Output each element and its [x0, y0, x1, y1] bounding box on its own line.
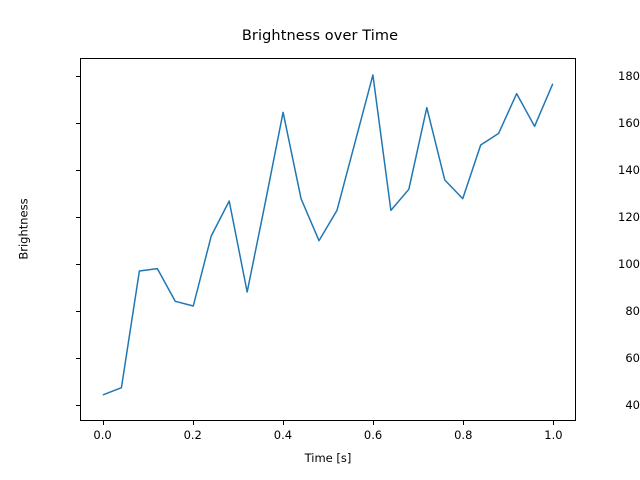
x-tick-label: 0.6: [363, 428, 383, 442]
y-tick-label: 160: [618, 116, 640, 131]
x-tick-mark: [102, 421, 104, 425]
x-tick-mark: [553, 421, 555, 425]
y-tick-mark: [76, 76, 80, 78]
x-tick-label: 0.8: [454, 428, 473, 442]
y-tick-mark: [76, 170, 80, 172]
chart-title: Brightness over Time: [241, 28, 399, 44]
y-tick-label: 180: [618, 69, 640, 84]
y-tick-label: 60: [625, 351, 640, 365]
x-tick-label: 0.2: [183, 428, 202, 442]
y-tick-mark: [76, 123, 80, 125]
x-tick-mark: [192, 421, 194, 425]
x-tick-mark: [373, 421, 375, 425]
x-tick-mark: [282, 421, 284, 425]
x-tick-label: 0.0: [93, 428, 112, 442]
x-tick-mark: [463, 421, 465, 425]
y-axis-label: Brightness: [16, 198, 31, 260]
y-tick-mark: [76, 217, 80, 219]
y-tick-mark: [76, 358, 80, 359]
y-tick-label: 100: [618, 257, 640, 272]
brightness-line-series: [102, 74, 554, 396]
y-tick-label: 120: [618, 210, 640, 225]
x-tick-label: 1.0: [544, 428, 563, 442]
y-tick-label: 80: [625, 304, 640, 319]
y-tick-mark: [76, 264, 80, 266]
y-tick-mark: [76, 404, 80, 406]
x-axis-label: Time [s]: [304, 451, 352, 465]
plot-axes-area: [80, 58, 576, 421]
y-tick-label: 40: [625, 397, 640, 412]
y-tick-label: 140: [618, 163, 640, 178]
x-tick-label: 0.4: [273, 428, 293, 442]
line-series-plot: [102, 74, 554, 396]
y-tick-mark: [76, 311, 80, 313]
